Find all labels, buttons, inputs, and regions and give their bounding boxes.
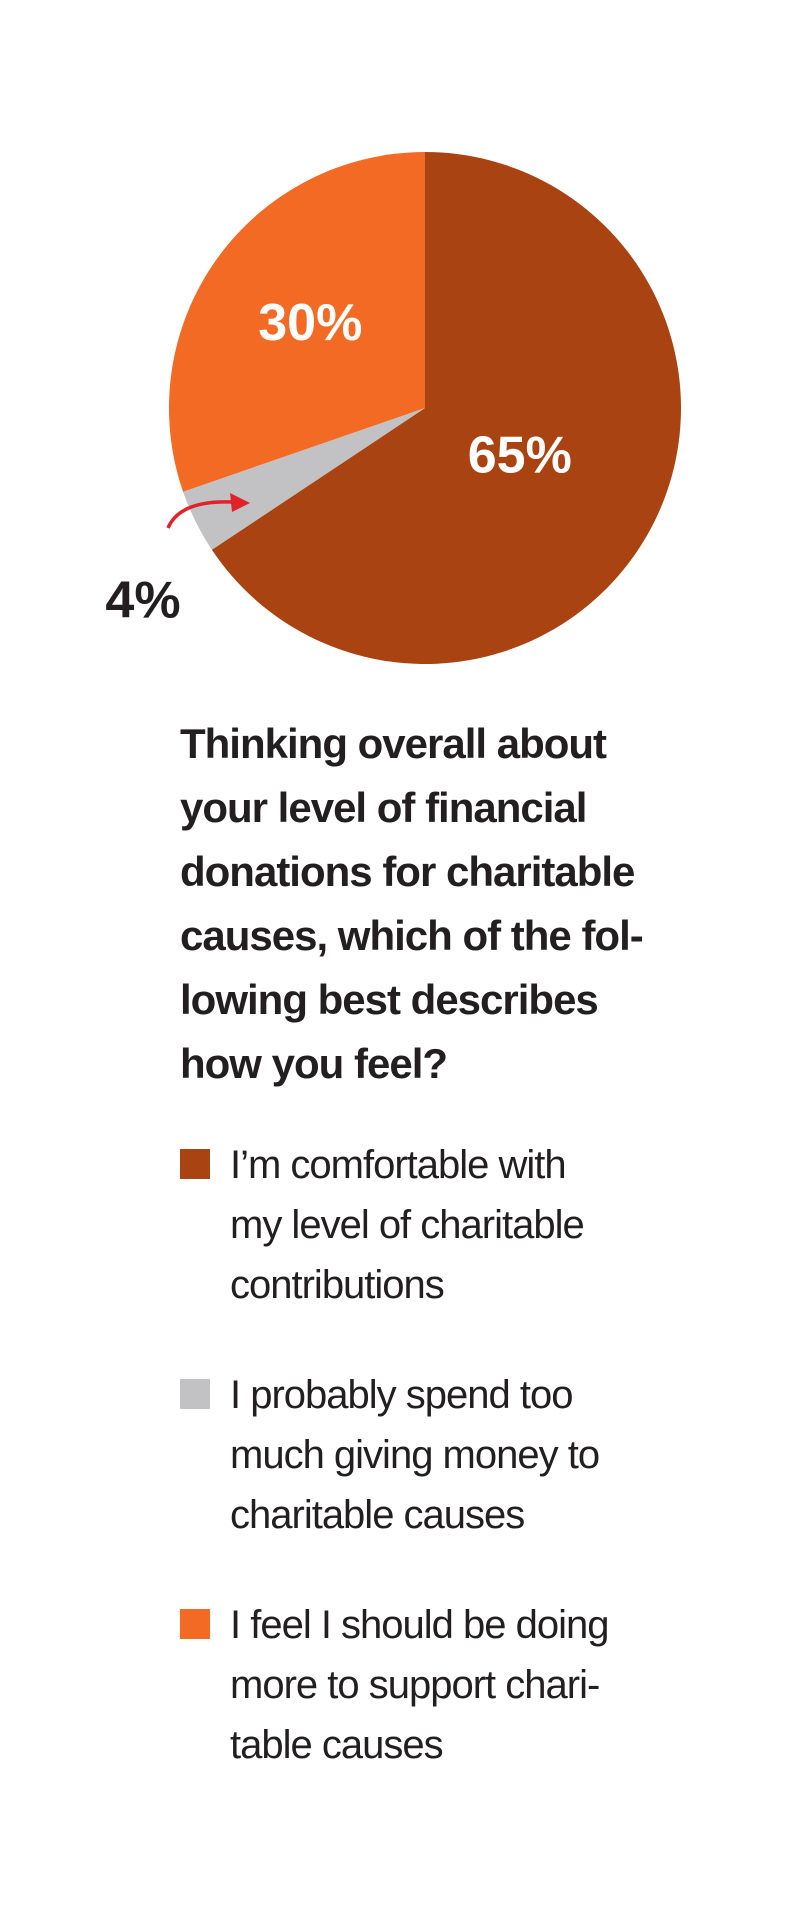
legend-line: charitable causes xyxy=(230,1493,525,1537)
legend-label-spend-too-much: I probably spend too much giving money t… xyxy=(230,1365,770,1545)
pointer-arrowhead-icon xyxy=(230,493,250,512)
legend-line: much giving money to xyxy=(230,1433,600,1477)
legend-line: more to support chari- xyxy=(230,1663,600,1707)
legend-line: contributions xyxy=(230,1263,445,1307)
legend-line: I probably spend too xyxy=(230,1373,573,1417)
pie-labels: 65% 4% 30% xyxy=(105,294,571,630)
legend-swatch-do-more xyxy=(180,1609,210,1639)
question-line: Thinking overall about xyxy=(180,720,607,767)
question-line: lowing best describes xyxy=(180,976,599,1023)
question-line: how you feel? xyxy=(180,1040,448,1087)
pie-label-do-more: 30% xyxy=(258,294,362,352)
pie-slice-comfortable xyxy=(211,152,682,664)
pie-label-comfortable: 65% xyxy=(468,427,572,485)
legend-line: I feel I should be doing xyxy=(230,1603,610,1647)
pointer-arrow-icon xyxy=(166,500,233,529)
chart-question: Thinking overall about your level of fin… xyxy=(180,712,780,1096)
legend-line: I’m comfortable with xyxy=(230,1143,567,1187)
pie-label-spend-too-much: 4% xyxy=(105,572,180,630)
pie-chart: 65% 4% 30% xyxy=(105,152,682,664)
question-line: donations for charitable xyxy=(180,848,635,895)
legend-label-comfortable: I’m comfortable with my level of charita… xyxy=(230,1135,770,1315)
legend-swatch-comfortable xyxy=(180,1149,210,1179)
legend-swatch-spend-too-much xyxy=(180,1379,210,1409)
legend-line: table causes xyxy=(230,1723,444,1767)
question-line: your level of financial xyxy=(180,784,587,831)
pie-slice-spend-too-much xyxy=(183,408,425,550)
legend-line: my level of charitable xyxy=(230,1203,585,1247)
question-line: causes, which of the fol- xyxy=(180,912,644,959)
pie-slices xyxy=(168,152,682,664)
legend-label-do-more: I feel I should be doing more to support… xyxy=(230,1595,770,1775)
pie-slice-do-more xyxy=(168,152,425,492)
